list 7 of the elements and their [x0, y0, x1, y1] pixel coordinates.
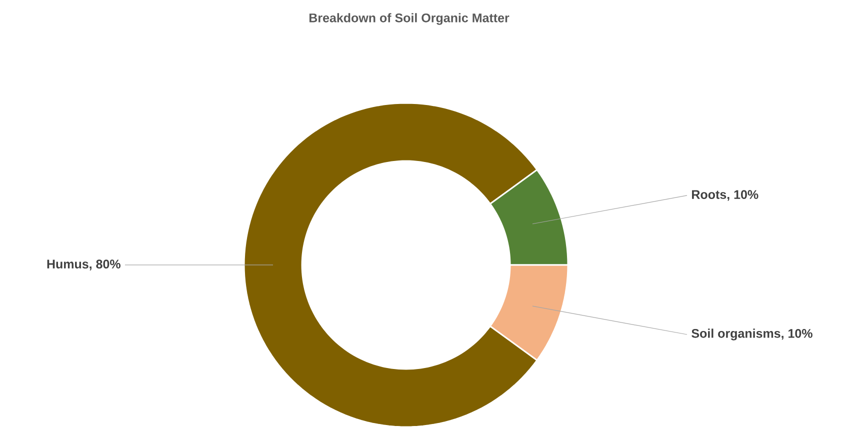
slice-label: Soil organisms: [692, 328, 780, 340]
data-label: , 10%: [782, 329, 812, 340]
data-label: , 80%: [90, 260, 120, 270]
data-label: , 10%: [727, 190, 758, 201]
slice-label: Roots: [692, 190, 726, 199]
slice-label: Humus: [47, 260, 88, 269]
chart-title: Breakdown of Soil Organic Matter: [309, 13, 510, 25]
